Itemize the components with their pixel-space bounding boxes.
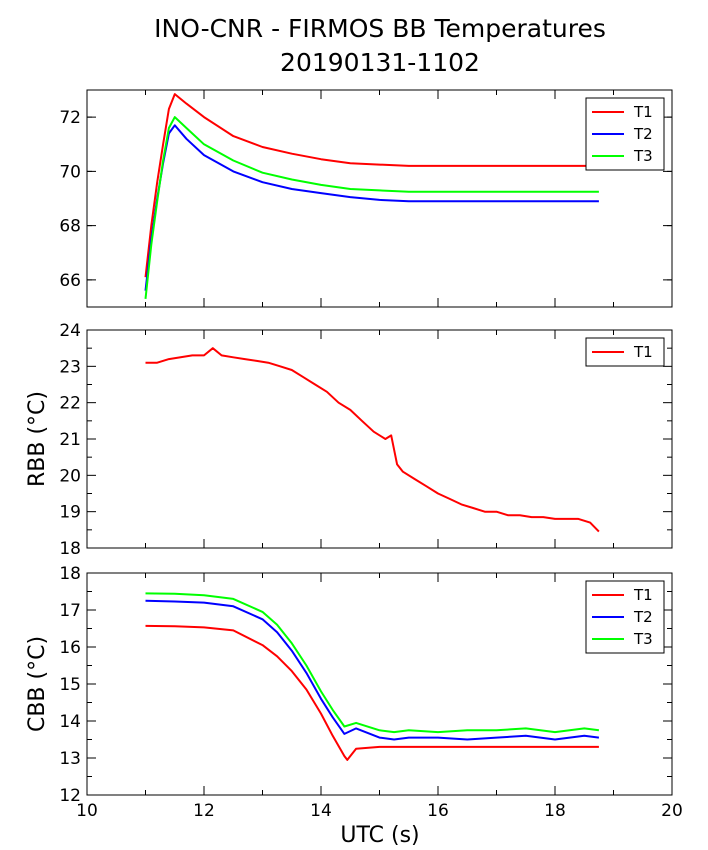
legend: T1 bbox=[585, 337, 665, 367]
y-tick-label: 19 bbox=[59, 503, 81, 523]
legend-label-t3: T3 bbox=[633, 630, 653, 648]
legend-label-t1: T1 bbox=[633, 103, 653, 121]
y-tick-label: 16 bbox=[59, 638, 81, 658]
panel-top: 66 68 70 72 T1 T2 T3 bbox=[59, 89, 673, 308]
x-tick-label: 18 bbox=[544, 801, 566, 821]
series-line-t1 bbox=[144, 93, 599, 278]
legend: T1 T2 T3 bbox=[585, 97, 665, 171]
y-tick-label: 24 bbox=[59, 321, 81, 341]
series-line-t1 bbox=[145, 347, 600, 533]
y-tick-label: 68 bbox=[59, 217, 81, 237]
y-tick-label: 21 bbox=[59, 430, 81, 450]
y-tick-label: 20 bbox=[59, 466, 81, 486]
y-tick-label: 70 bbox=[59, 162, 81, 182]
legend-label-t2: T2 bbox=[633, 125, 653, 143]
plot-frame bbox=[86, 329, 673, 549]
x-tick-label: 10 bbox=[76, 801, 98, 821]
y-tick-label: 66 bbox=[59, 271, 81, 291]
ticks-layer: 18 19 20 21 22 23 24 bbox=[59, 321, 673, 559]
x-tick-label: 20 bbox=[661, 801, 683, 821]
y-axis-label: RBB (°C) bbox=[25, 391, 50, 487]
y-tick-label: 14 bbox=[59, 712, 81, 732]
series-layer bbox=[145, 347, 600, 533]
series-layer bbox=[145, 592, 600, 761]
legend-label-t1: T1 bbox=[633, 586, 653, 604]
y-tick-label: 12 bbox=[59, 786, 81, 806]
series-layer bbox=[144, 93, 599, 300]
series-line-t2 bbox=[145, 599, 600, 741]
legend-label-t1: T1 bbox=[633, 343, 653, 361]
panel-middle: 18 19 20 21 22 23 24 T1 RBB (°C) bbox=[25, 321, 673, 559]
y-tick-label: 15 bbox=[59, 675, 81, 695]
x-tick-label: 12 bbox=[193, 801, 215, 821]
chart-title-line2: 20190131-1102 bbox=[280, 48, 480, 77]
y-tick-label: 13 bbox=[59, 749, 81, 769]
legend-label-t3: T3 bbox=[633, 147, 653, 165]
legend-label-t2: T2 bbox=[633, 608, 653, 626]
plot-frame bbox=[86, 89, 673, 308]
legend: T1 T2 T3 bbox=[585, 580, 665, 654]
ticks-layer: 66 68 70 72 bbox=[59, 90, 673, 307]
x-tick-label: 14 bbox=[310, 801, 332, 821]
plot-frame bbox=[86, 572, 673, 796]
y-tick-label: 18 bbox=[59, 539, 81, 559]
y-tick-label: 17 bbox=[59, 601, 81, 621]
y-tick-label: 18 bbox=[59, 564, 81, 584]
series-line-t3 bbox=[145, 592, 600, 734]
series-line-t3 bbox=[144, 116, 599, 300]
y-axis-label: CBB (°C) bbox=[25, 636, 50, 732]
series-line-t1 bbox=[145, 624, 599, 761]
x-tick-label: 16 bbox=[427, 801, 449, 821]
y-tick-label: 23 bbox=[59, 357, 81, 377]
y-tick-label: 22 bbox=[59, 394, 81, 414]
y-tick-label: 72 bbox=[59, 108, 81, 128]
chart-title-line1: INO-CNR - FIRMOS BB Temperatures bbox=[154, 14, 606, 43]
x-axis-label: UTC (s) bbox=[340, 823, 419, 848]
